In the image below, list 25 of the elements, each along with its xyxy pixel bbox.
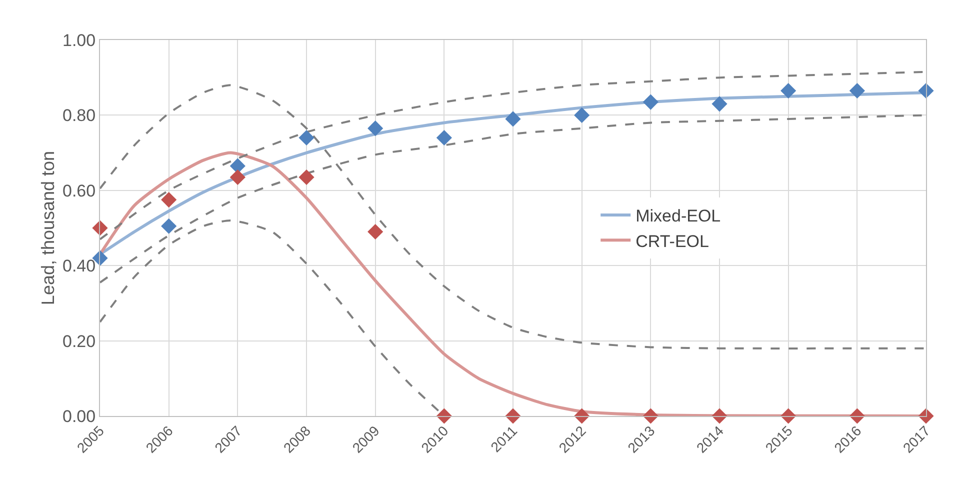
point bbox=[642, 94, 658, 110]
point bbox=[505, 111, 521, 127]
point bbox=[298, 169, 314, 186]
y-tick-label: 0.80 bbox=[62, 106, 96, 126]
point bbox=[230, 169, 246, 186]
point bbox=[161, 192, 177, 208]
point bbox=[368, 224, 384, 240]
y-tick-label: 0.00 bbox=[62, 406, 96, 426]
point bbox=[849, 82, 865, 99]
y-tick-label: 0.40 bbox=[62, 256, 96, 276]
legend-label: Mixed-EOL bbox=[636, 206, 721, 226]
point bbox=[780, 82, 796, 99]
y-tick-label: 1.00 bbox=[62, 30, 96, 50]
point bbox=[918, 82, 934, 99]
legend-label: CRT-EOL bbox=[636, 232, 709, 251]
point bbox=[712, 96, 728, 112]
point bbox=[368, 120, 384, 136]
point bbox=[161, 218, 177, 234]
point bbox=[574, 107, 590, 123]
y-axis-title: Lead, thousand ton bbox=[38, 150, 58, 306]
y-tick-label: 0.20 bbox=[62, 332, 96, 351]
point bbox=[298, 130, 314, 146]
point bbox=[230, 158, 246, 174]
point bbox=[436, 130, 452, 146]
y-tick-label: 0.60 bbox=[62, 181, 96, 200]
